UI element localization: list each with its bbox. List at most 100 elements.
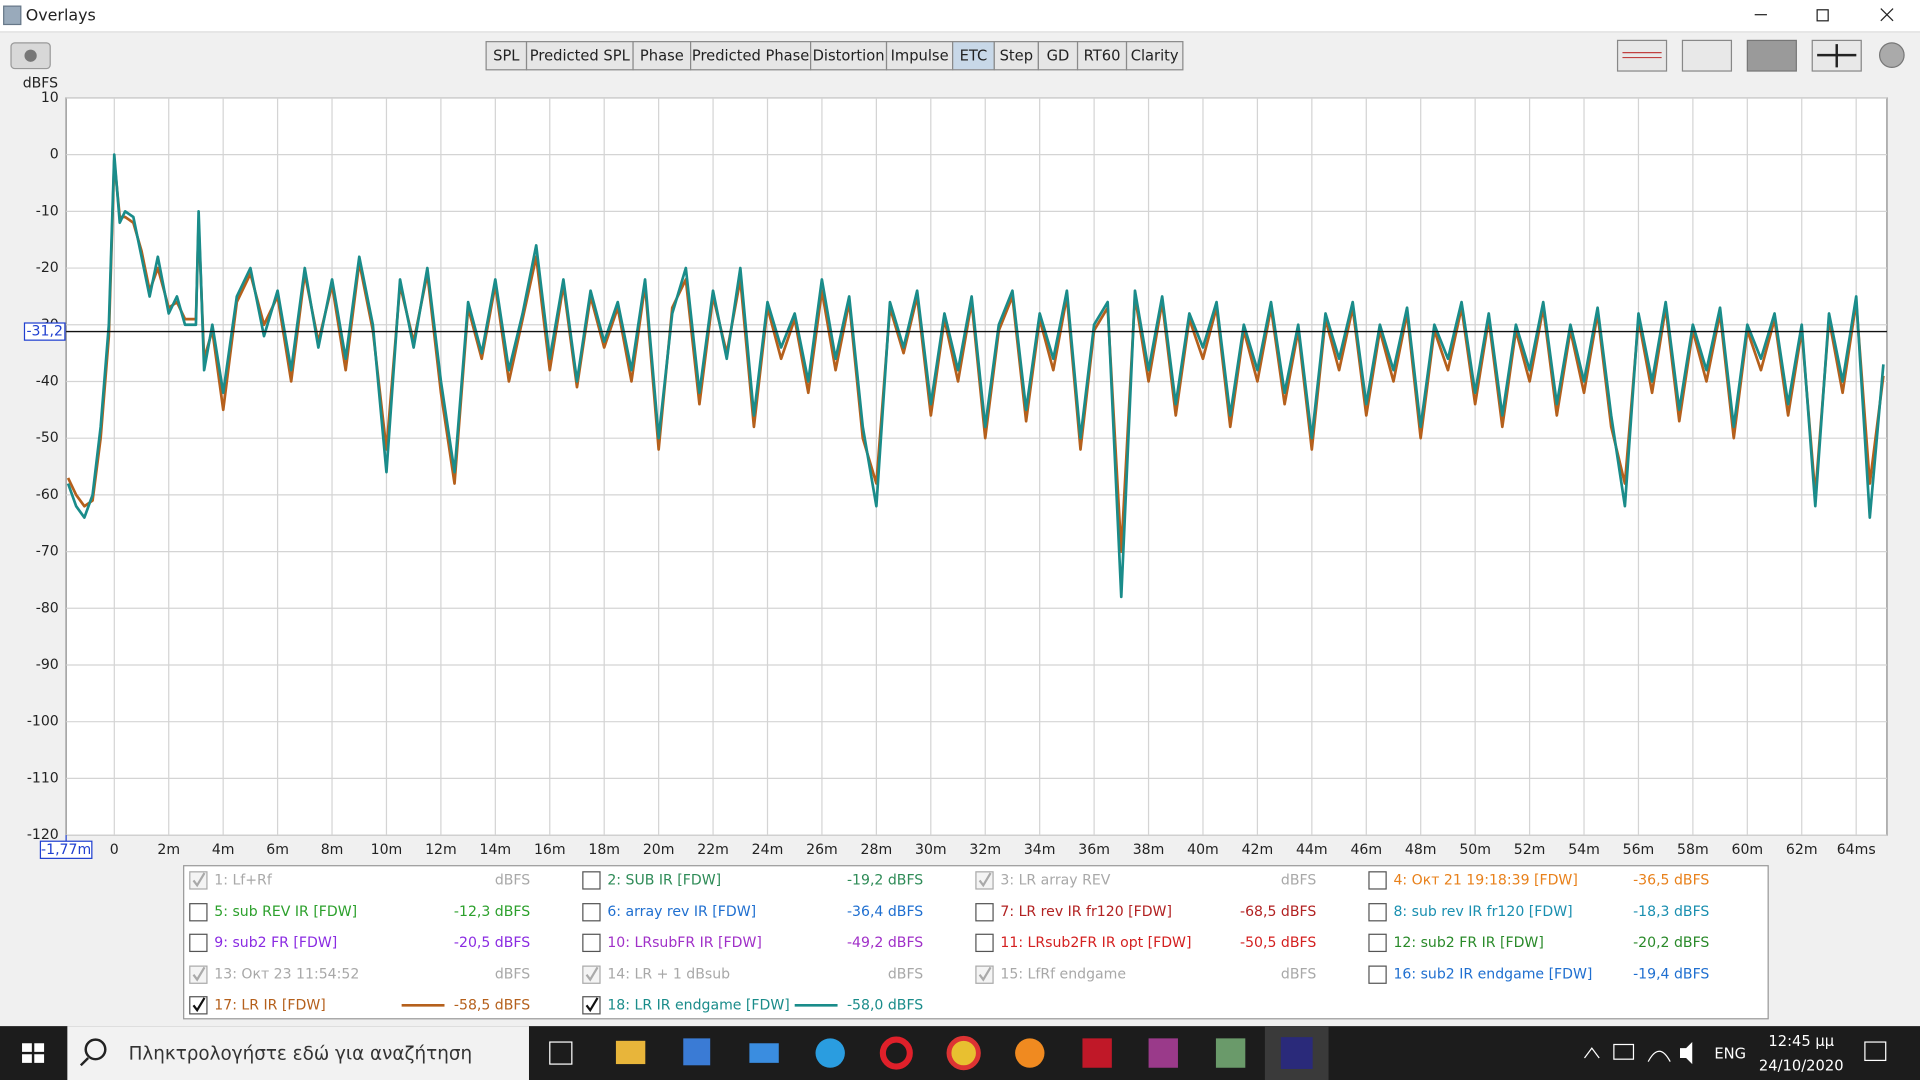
- overlay-checkbox[interactable]: [1368, 871, 1387, 890]
- overlay-checkmark: [192, 966, 206, 982]
- toolbar-button-label: Distortion: [813, 47, 885, 64]
- x-tick-label: 56m: [1623, 842, 1655, 858]
- y-tick-label: -20: [36, 260, 59, 276]
- y-tick-label: -90: [36, 657, 59, 673]
- overlay-value: -12,3 dBFS: [454, 904, 530, 920]
- search-icon-handle: [79, 1057, 90, 1067]
- toolbar-button-label: Phase: [640, 47, 684, 64]
- toolbar-button-label: Predicted Phase: [692, 47, 809, 64]
- clock-date[interactable]: 24/10/2020: [1759, 1058, 1844, 1075]
- overlay-value: -68,5 dBFS: [1240, 904, 1316, 920]
- toolbar-button[interactable]: [885, 41, 954, 71]
- toolbar-button[interactable]: [632, 41, 692, 71]
- y-tick-label: -120: [27, 827, 59, 843]
- x-tick-label: 44m: [1296, 842, 1328, 858]
- cursor-layer: -31,2 -1,77m: [23, 322, 1887, 859]
- overlay-value: -19,2 dBFS: [847, 872, 923, 888]
- x-cursor-label: -1,77m: [41, 842, 91, 858]
- series-layer: [66, 153, 1885, 599]
- mail-icon[interactable]: [749, 1043, 779, 1063]
- overlay-name: 2: SUB IR [FDW]: [607, 872, 721, 888]
- x-tick-label: 20m: [643, 842, 675, 858]
- overlay-checkbox[interactable]: [975, 933, 994, 953]
- y-cursor-label: -31,2: [26, 324, 62, 340]
- app-icon-red[interactable]: [1082, 1038, 1112, 1068]
- tray-arrow[interactable]: [1584, 1047, 1600, 1059]
- overlay-value: -18,3 dBFS: [1633, 904, 1709, 920]
- settings-button[interactable]: [1878, 42, 1905, 68]
- opera-icon[interactable]: [879, 1036, 913, 1070]
- edge-icon[interactable]: [815, 1038, 845, 1068]
- x-tick-label: 18m: [588, 842, 620, 858]
- x-tick-label: 60m: [1731, 842, 1763, 858]
- overlay-checkmark: [585, 966, 599, 982]
- restore-button[interactable]: [1816, 9, 1829, 22]
- overlay-checkbox[interactable]: [189, 903, 208, 922]
- toolbar-button[interactable]: [1076, 41, 1128, 71]
- x-tick-label: 24m: [752, 842, 784, 858]
- limits-icon: [1817, 44, 1857, 68]
- y-tick-label: -100: [27, 714, 59, 730]
- tray-icon-1[interactable]: [1613, 1043, 1635, 1060]
- y-tick-label: -110: [27, 770, 59, 786]
- toolbar-button-label: RT60: [1084, 47, 1121, 64]
- overlay-checkbox[interactable]: [189, 933, 208, 953]
- overlay-name: 3: LR array REV: [1000, 872, 1110, 888]
- overlay-checkbox[interactable]: [1368, 965, 1387, 984]
- x-tick-label: 58m: [1677, 842, 1709, 858]
- y-cursor-box: [23, 322, 66, 341]
- legend-entry: 17: LR IR [FDW]: [214, 997, 325, 1013]
- overlay-checkbox[interactable]: [582, 933, 601, 953]
- y-tick-label: -40: [36, 373, 59, 389]
- toolbar-button-label: Impulse: [891, 47, 949, 64]
- overlay-checkbox[interactable]: [975, 903, 994, 922]
- overlay-value: -20,2 dBFS: [1633, 935, 1709, 951]
- overlay-name: 5: sub REV IR [FDW]: [214, 904, 357, 920]
- x-tick-label: 28m: [861, 842, 893, 858]
- overlay-checkbox[interactable]: [1368, 903, 1387, 922]
- winrar-icon[interactable]: [1148, 1038, 1178, 1068]
- y-tick-label: 10: [41, 90, 59, 106]
- overlay-checkbox[interactable]: [582, 903, 601, 922]
- toolbar-button[interactable]: [690, 41, 812, 71]
- overlay-checkbox[interactable]: [1368, 933, 1387, 953]
- fit-curves-button[interactable]: [1616, 39, 1668, 72]
- x-tick-label: 10m: [371, 842, 403, 858]
- language-indicator[interactable]: ENG: [1714, 1045, 1746, 1062]
- overlay-name: 14: LR + 1 dBsub: [607, 967, 730, 983]
- window-size-button[interactable]: [1681, 39, 1733, 72]
- x-tick-label: 48m: [1405, 842, 1437, 858]
- color-button[interactable]: [1746, 39, 1797, 72]
- chrome-icon[interactable]: [946, 1035, 981, 1071]
- x-tick-label: 4m: [212, 842, 235, 858]
- toolbar-button[interactable]: [525, 41, 634, 71]
- x-tick-label: 52m: [1514, 842, 1546, 858]
- search-box[interactable]: [67, 1026, 529, 1080]
- toolbar-button-label: Step: [1000, 47, 1033, 64]
- close-button[interactable]: [1880, 8, 1894, 22]
- x-tick-label: 36m: [1078, 842, 1110, 858]
- overlay-name: 10: LRsubFR IR [FDW]: [607, 935, 762, 951]
- browser-icon[interactable]: [1015, 1038, 1045, 1068]
- start-button[interactable]: [22, 1043, 45, 1063]
- overlay-checkbox[interactable]: [582, 871, 601, 890]
- x-tick-label: 26m: [806, 842, 838, 858]
- store-icon[interactable]: [683, 1038, 711, 1066]
- rew-icon: [1280, 1037, 1313, 1069]
- wifi-icon[interactable]: [1647, 1050, 1671, 1062]
- volume-icon[interactable]: [1680, 1042, 1693, 1065]
- x-tick-label: 50m: [1459, 842, 1491, 858]
- explorer-icon[interactable]: [615, 1040, 646, 1065]
- y-tick-label: -50: [36, 430, 59, 446]
- app-icon-green[interactable]: [1215, 1038, 1246, 1068]
- toolbar-button[interactable]: [1125, 41, 1184, 71]
- notifications-icon[interactable]: [1864, 1041, 1887, 1062]
- overlay-value: -19,4 dBFS: [1633, 967, 1709, 983]
- toolbar-button-label: Clarity: [1131, 47, 1179, 64]
- toolbar-button[interactable]: [810, 41, 888, 71]
- task-view-icon[interactable]: [549, 1041, 573, 1065]
- clock-time[interactable]: 12:45 μμ: [1768, 1033, 1834, 1050]
- snapshot-icon: [24, 49, 37, 62]
- toolbar-button[interactable]: [1037, 41, 1079, 71]
- toolbar-button[interactable]: [993, 41, 1039, 71]
